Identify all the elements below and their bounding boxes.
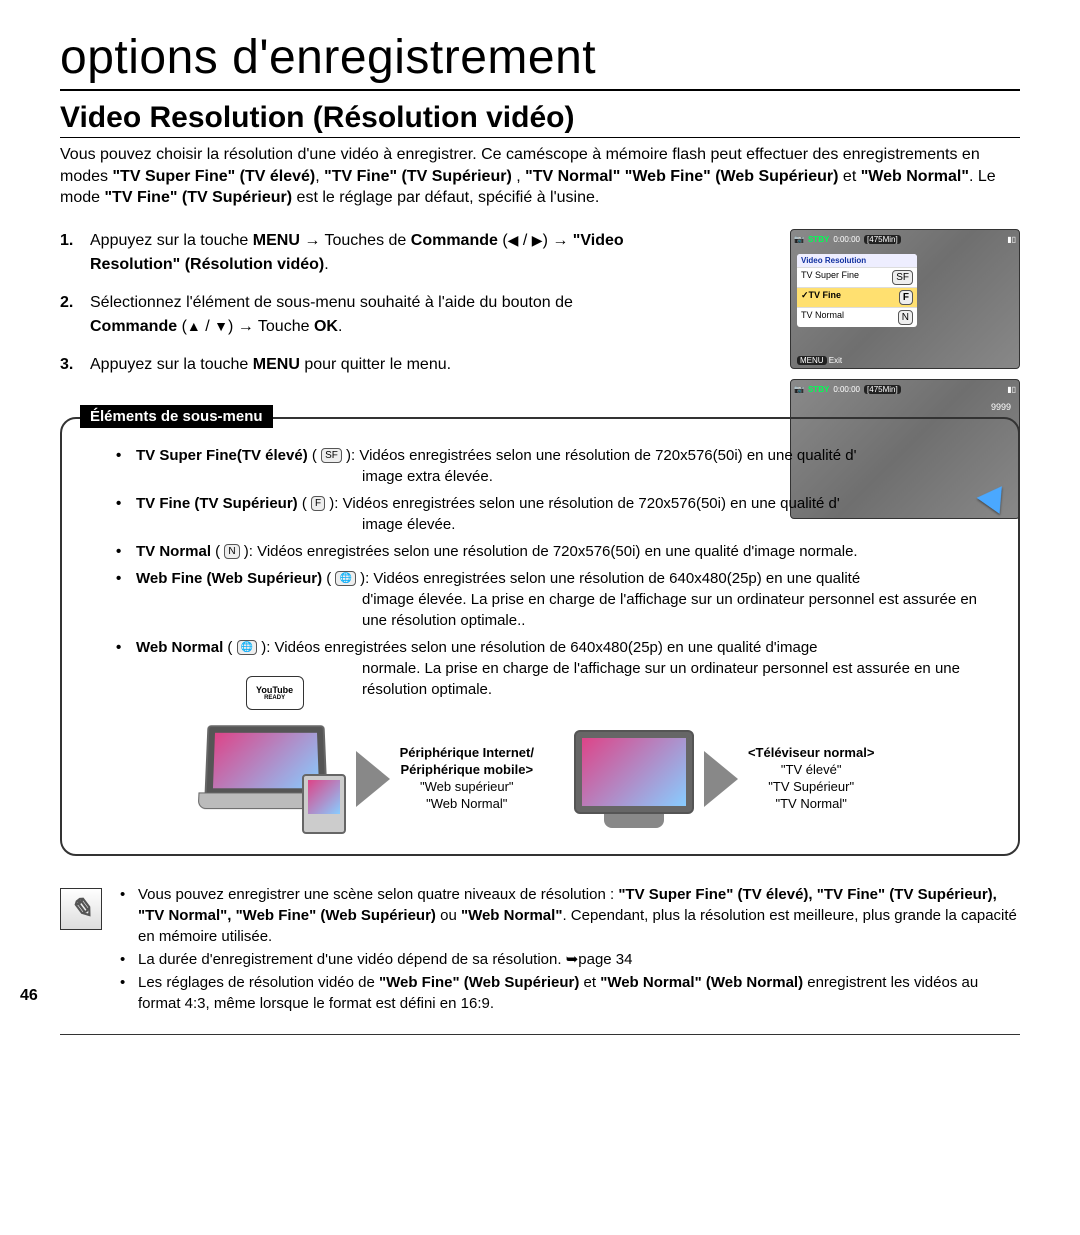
submenu-box: Éléments de sous-menu TV Super Fine(TV é… (60, 417, 1020, 856)
battery-icon: ▮▯ (1007, 235, 1016, 244)
osd-menu-item: TV Super FineSF (797, 267, 917, 287)
note-item: Les réglages de résolution vidéo de "Web… (120, 972, 1020, 1014)
submenu-item: Web Normal ( 🌐 ): Vidéos enregistrées se… (86, 637, 994, 700)
remain-label: [475Min] (864, 235, 901, 244)
step-text: Appuyez sur la touche MENU pour quitter … (90, 356, 451, 373)
step-text: Sélectionnez l'élément de sous-menu souh… (90, 294, 573, 335)
time-label: 0:00:00 (833, 385, 860, 394)
submenu-item: TV Fine (TV Supérieur) ( F ): Vidéos enr… (86, 493, 994, 535)
submenu-item: TV Super Fine(TV élevé) ( SF ): Vidéos e… (86, 445, 994, 487)
submenu-item: TV Normal ( N ): Vidéos enregistrées sel… (86, 541, 994, 562)
camcorder-icon: 📷 (794, 385, 804, 394)
intro-paragraph: Vous pouvez choisir la résolution d'une … (60, 144, 1020, 209)
submenu-tab: Éléments de sous-menu (80, 405, 273, 428)
osd-menu: Video Resolution TV Super FineSF ✓ TV Fi… (797, 254, 917, 327)
photo-counter: 9999 (991, 402, 1011, 412)
caption-tv: <Téléviseur normal> "TV élevé" "TV Supér… (748, 745, 874, 813)
battery-icon: ▮▯ (1007, 385, 1016, 394)
youtube-badge: YouTube READY (246, 676, 304, 710)
notes-block: ✎ Vous pouvez enregistrer une scène selo… (60, 884, 1020, 1035)
note-item: La durée d'enregistrement d'une vidéo dé… (120, 949, 1020, 970)
submenu-list: TV Super Fine(TV élevé) ( SF ): Vidéos e… (86, 445, 994, 700)
steps-list: 1.Appuyez sur la touche MENU → Touches d… (60, 229, 660, 377)
section-title: Video Resolution (Résolution vidéo) (60, 101, 1020, 138)
stby-label: STBY (808, 235, 829, 244)
page-title: options d'enregistrement (60, 30, 1020, 91)
time-label: 0:00:00 (833, 235, 860, 244)
screenshot-menu: 📷 STBY 0:00:00 [475Min] ▮▯ Video Resolut… (790, 229, 1020, 369)
laptop-phone-icon (206, 724, 346, 834)
notes-list: Vous pouvez enregistrer une scène selon … (120, 884, 1020, 1016)
osd-menu-item-selected: ✓ TV FineF (797, 287, 917, 307)
note-icon: ✎ (60, 888, 102, 930)
arrow-icon (356, 751, 390, 807)
stby-label: STBY (808, 385, 829, 394)
osd-menu-title: Video Resolution (797, 254, 917, 267)
menu-badge: MENU (797, 356, 827, 365)
device-diagram: YouTube READY Périphérique Internet/Péri… (86, 724, 994, 834)
page-number: 46 (20, 987, 38, 1005)
note-item: Vous pouvez enregistrer une scène selon … (120, 884, 1020, 947)
arrow-icon (704, 751, 738, 807)
submenu-item: Web Fine (Web Supérieur) ( 🌐 ): Vidéos e… (86, 568, 994, 631)
step-text: Appuyez sur la touche MENU → Touches de … (90, 232, 624, 273)
caption-web: Périphérique Internet/Périphérique mobil… (400, 745, 534, 813)
camcorder-icon: 📷 (794, 235, 804, 244)
osd-menu-item: TV NormalN (797, 307, 917, 327)
remain-label: [475Min] (864, 385, 901, 394)
tv-icon (574, 730, 694, 828)
exit-label: Exit (829, 356, 842, 365)
